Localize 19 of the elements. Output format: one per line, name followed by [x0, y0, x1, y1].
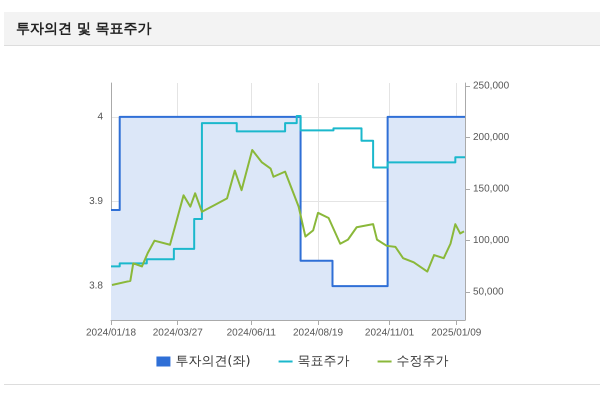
- y-tick-label: 4: [97, 111, 104, 122]
- y2-tick-label: 250,000: [473, 80, 510, 92]
- legend-label: 수정주가: [396, 354, 449, 369]
- x-tick-label: 2024/01/18: [86, 328, 136, 338]
- y2-tick-label: 200,000: [473, 132, 510, 144]
- y-tick-label: 3.8: [89, 280, 104, 292]
- y2-tick-label: 150,000: [473, 184, 510, 195]
- y2-tick-label: 50,000: [473, 286, 504, 298]
- x-tick-label: 2024/06/11: [226, 328, 276, 338]
- chart-title: 투자의견 및 목표주가: [4, 12, 600, 46]
- line-series: [110, 148, 466, 286]
- y2-tick-label: 100,000: [473, 235, 510, 246]
- x-tick-label: 2024/03/27: [152, 328, 204, 338]
- legend-label: 목표주가: [298, 354, 350, 369]
- legend-label: 투자의견(좌): [175, 354, 251, 369]
- y-tick-label: 3.9: [89, 196, 104, 207]
- x-tick-label: 2024/08/19: [292, 328, 344, 338]
- x-tick-label: 2024/11/01: [364, 328, 415, 338]
- x-tick-label: 2025/01/09: [431, 328, 482, 338]
